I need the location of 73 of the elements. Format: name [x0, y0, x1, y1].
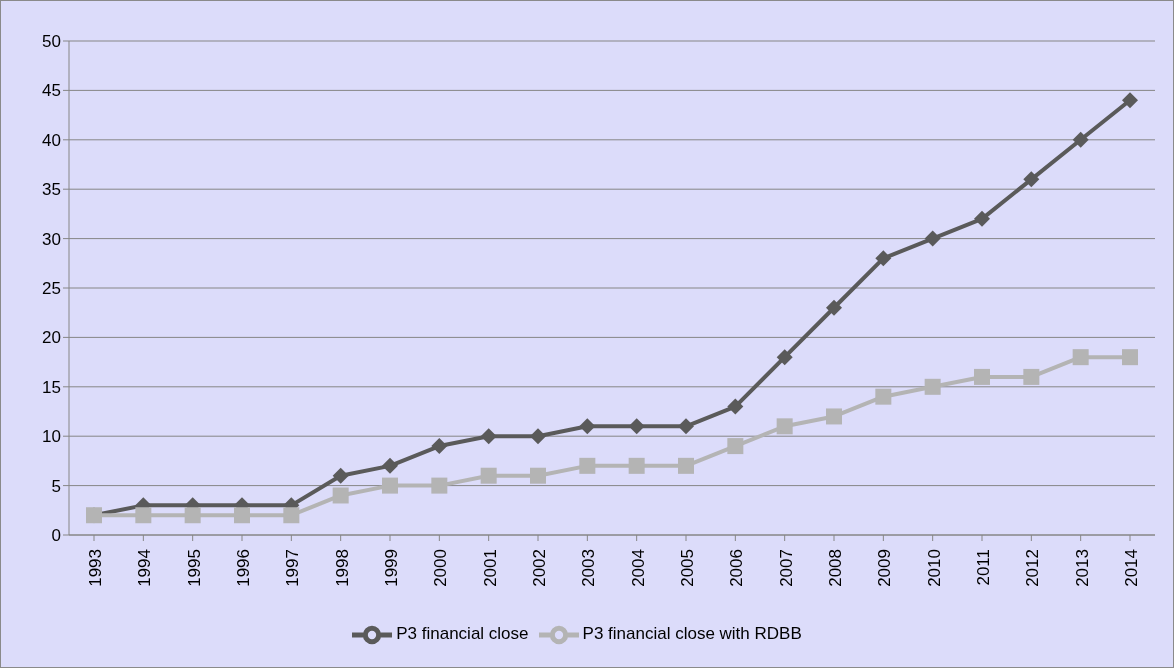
- point: [234, 507, 250, 524]
- x-tick-label: 2009: [875, 549, 895, 587]
- x-tick-label: 2010: [924, 549, 944, 587]
- x-tick-label: 2013: [1072, 549, 1092, 587]
- y-tick-label: 0: [51, 526, 61, 546]
- point: [135, 507, 152, 524]
- point: [776, 418, 793, 435]
- x-tick-label: 2001: [480, 549, 500, 587]
- point: [924, 378, 941, 395]
- legend-label: P3 financial close with RDBB: [582, 624, 802, 644]
- legend-label: P3 financial close: [396, 624, 529, 644]
- y-tick-label: 40: [42, 130, 61, 150]
- x-tick-label: 1995: [184, 549, 204, 587]
- x-tick-label: 2006: [727, 549, 747, 587]
- x-tick-label: 1998: [332, 549, 352, 587]
- point: [1072, 131, 1089, 148]
- point: [382, 477, 398, 494]
- x-tick-label: 1993: [86, 549, 105, 587]
- point: [530, 428, 546, 445]
- point: [431, 438, 448, 455]
- point: [1023, 171, 1040, 188]
- y-tick-label: 15: [42, 377, 61, 397]
- point: [1072, 349, 1089, 366]
- point: [826, 299, 842, 316]
- point: [875, 388, 892, 405]
- point: [974, 368, 990, 385]
- point: [924, 230, 941, 247]
- point: [678, 418, 694, 435]
- y-tick-label: 50: [42, 32, 61, 52]
- point: [776, 349, 793, 366]
- point: [382, 457, 398, 474]
- x-tick-label: 2012: [1023, 549, 1043, 587]
- point: [1122, 349, 1138, 366]
- point: [579, 418, 596, 435]
- x-tick-label: 2005: [678, 549, 697, 587]
- point: [332, 487, 349, 504]
- y-tick-label: 30: [42, 229, 61, 249]
- point: [1023, 368, 1040, 385]
- point: [431, 477, 448, 494]
- point: [678, 457, 694, 474]
- point: [628, 418, 645, 435]
- y-tick-label: 25: [42, 279, 61, 299]
- x-tick-label: 2007: [776, 549, 796, 587]
- point: [530, 467, 546, 484]
- point: [727, 438, 744, 455]
- x-tick-label: 2008: [826, 549, 845, 587]
- point: [826, 408, 842, 425]
- point: [480, 467, 497, 484]
- point: [579, 457, 596, 474]
- x-tick-label: 1996: [234, 549, 253, 587]
- point: [1122, 92, 1138, 109]
- x-tick-label: 1997: [283, 549, 303, 587]
- point: [184, 507, 201, 524]
- y-tick-label: 20: [42, 328, 61, 348]
- y-tick-label: 45: [42, 81, 61, 101]
- x-tick-label: 2002: [530, 549, 549, 587]
- point: [628, 457, 645, 474]
- point: [480, 428, 497, 445]
- point: [332, 467, 349, 484]
- x-tick-label: 1999: [382, 549, 401, 587]
- y-tick-label: 5: [51, 476, 61, 496]
- y-tick-label: 10: [42, 427, 61, 447]
- x-tick-label: 2000: [431, 549, 451, 587]
- point: [875, 250, 892, 267]
- x-tick-label: 1994: [135, 549, 155, 587]
- x-tick-label: 2004: [628, 549, 648, 587]
- x-tick-label: 2011: [974, 549, 993, 586]
- point: [974, 210, 990, 227]
- x-tick-label: 2003: [579, 549, 599, 587]
- point: [727, 398, 744, 415]
- y-tick-label: 35: [42, 180, 61, 200]
- point: [283, 507, 300, 524]
- x-tick-label: 2014: [1122, 549, 1141, 587]
